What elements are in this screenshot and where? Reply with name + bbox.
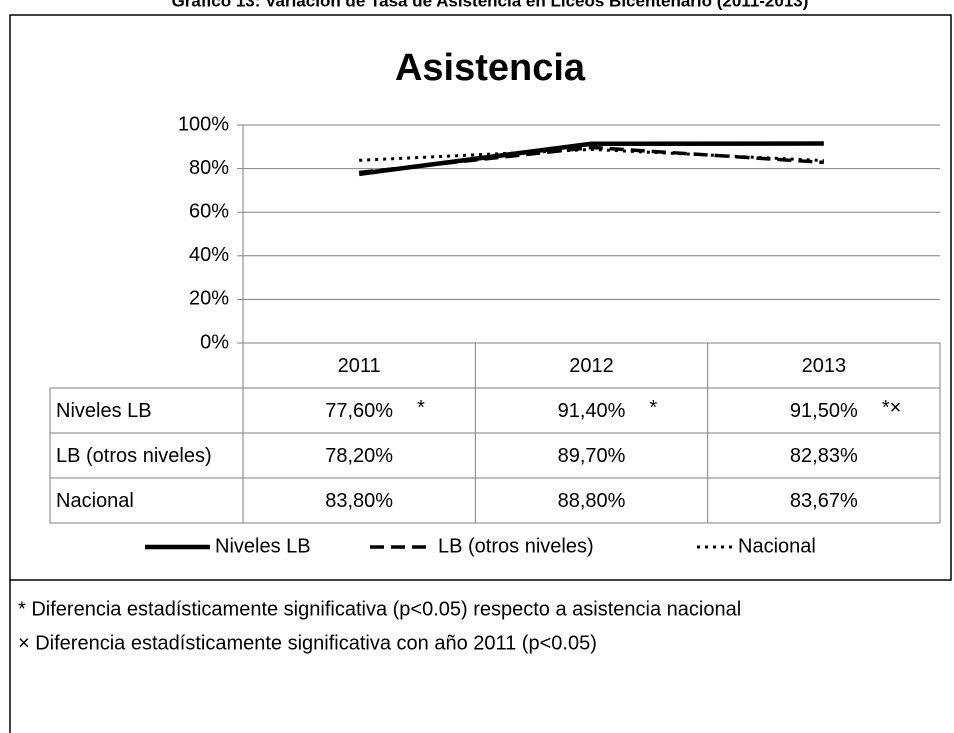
data-note: * — [417, 397, 425, 419]
note: × Diferencia estadísticamente significat… — [18, 632, 597, 654]
chart-frame — [9, 14, 952, 581]
note: * Diferencia estadísticamente significat… — [18, 598, 741, 620]
x-tick-label: 2013 — [802, 355, 847, 377]
y-tick-label: 0% — [200, 331, 229, 353]
row-label: Niveles LB — [56, 400, 152, 422]
data-note: *× — [882, 397, 901, 419]
y-tick-label: 40% — [189, 244, 229, 266]
data-label: 78,20% — [325, 445, 393, 467]
legend-label: Nacional — [738, 535, 816, 557]
legend-label: Niveles LB — [215, 535, 311, 557]
data-label: 77,60% — [325, 400, 393, 422]
data-label: 83,67% — [790, 490, 858, 512]
x-tick-label: 2012 — [569, 355, 614, 377]
legend-label: LB (otros niveles) — [438, 535, 594, 557]
y-tick-label: 20% — [189, 288, 229, 310]
y-tick-label: 60% — [189, 200, 229, 222]
data-note: * — [650, 397, 658, 419]
y-tick-label: 100% — [178, 113, 229, 135]
series-line — [359, 147, 824, 163]
header: Gráfico 13: Variación de Tasa de Asisten… — [172, 0, 809, 10]
chart-title: Asistencia — [395, 47, 586, 89]
y-tick-label: 80% — [189, 157, 229, 179]
data-label: 91,50% — [790, 400, 858, 422]
series-line — [358, 145, 824, 175]
data-label: 91,40% — [558, 400, 626, 422]
data-label: 89,70% — [558, 445, 626, 467]
x-tick-label: 2011 — [338, 355, 381, 377]
row-label: LB (otros niveles) — [56, 445, 212, 467]
series-line — [358, 141, 824, 177]
data-label: 83,80% — [325, 490, 393, 512]
data-label: 82,83% — [790, 445, 858, 467]
data-label: 88,80% — [558, 490, 626, 512]
row-label: Nacional — [56, 490, 134, 512]
